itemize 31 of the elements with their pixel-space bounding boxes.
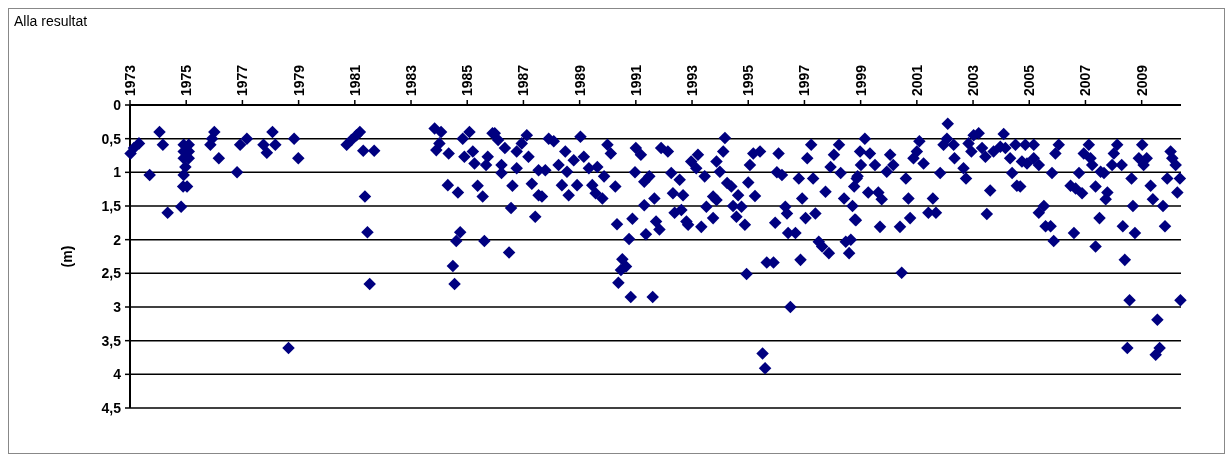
y-tick-label: 3 — [113, 298, 122, 315]
x-tick-label: 1997 — [796, 64, 813, 96]
x-tick-label: 2007 — [1077, 64, 1094, 96]
chart-title: Alla resultat — [14, 13, 88, 29]
y-tick-label: 1 — [113, 164, 122, 181]
x-tick-label: 1977 — [234, 64, 251, 96]
y-axis-title: (m) — [59, 245, 75, 268]
x-tick-label: 1983 — [402, 64, 419, 96]
x-tick-label: 1979 — [290, 64, 307, 96]
x-tick-label: 2009 — [1133, 64, 1150, 96]
x-tick-label: 2001 — [908, 64, 925, 96]
x-tick-label: 1975 — [178, 64, 195, 96]
x-tick-label: 1985 — [459, 64, 476, 96]
y-tick-label: 2 — [113, 231, 122, 248]
x-tick-label: 1991 — [627, 64, 644, 96]
x-tick-label: 1989 — [571, 64, 588, 96]
y-tick-label: 1,5 — [101, 197, 122, 214]
y-tick-label: 2,5 — [101, 265, 122, 282]
x-tick-label: 2005 — [1021, 64, 1038, 96]
x-tick-label: 1973 — [121, 64, 138, 96]
y-tick-label: 0,5 — [101, 130, 122, 147]
x-tick-label: 1993 — [683, 64, 700, 96]
x-tick-label: 1987 — [515, 64, 532, 96]
x-tick-label: 1981 — [346, 64, 363, 96]
y-tick-label: 4,5 — [101, 399, 122, 416]
y-tick-label: 4 — [113, 366, 122, 383]
x-tick-label: 1995 — [740, 64, 757, 96]
y-tick-label: 3,5 — [101, 332, 122, 349]
y-tick-label: 0 — [113, 96, 122, 113]
x-tick-label: 2003 — [964, 64, 981, 96]
x-tick-label: 1999 — [852, 64, 869, 96]
